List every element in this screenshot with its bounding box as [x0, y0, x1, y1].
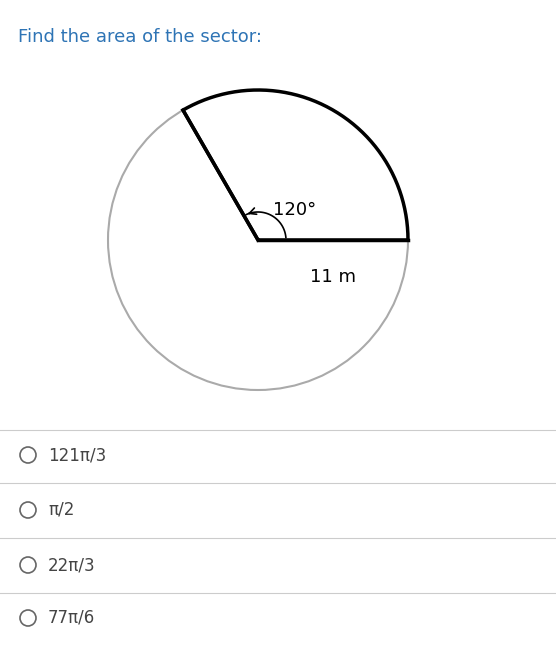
Polygon shape: [183, 90, 408, 240]
Text: 120°: 120°: [273, 201, 316, 219]
Text: 121π/3: 121π/3: [48, 446, 106, 464]
Text: 77π/6: 77π/6: [48, 609, 95, 627]
Text: Find the area of the sector:: Find the area of the sector:: [18, 28, 262, 46]
Text: π/2: π/2: [48, 501, 75, 519]
Text: 22π/3: 22π/3: [48, 556, 96, 574]
Text: 11 m: 11 m: [310, 268, 356, 286]
